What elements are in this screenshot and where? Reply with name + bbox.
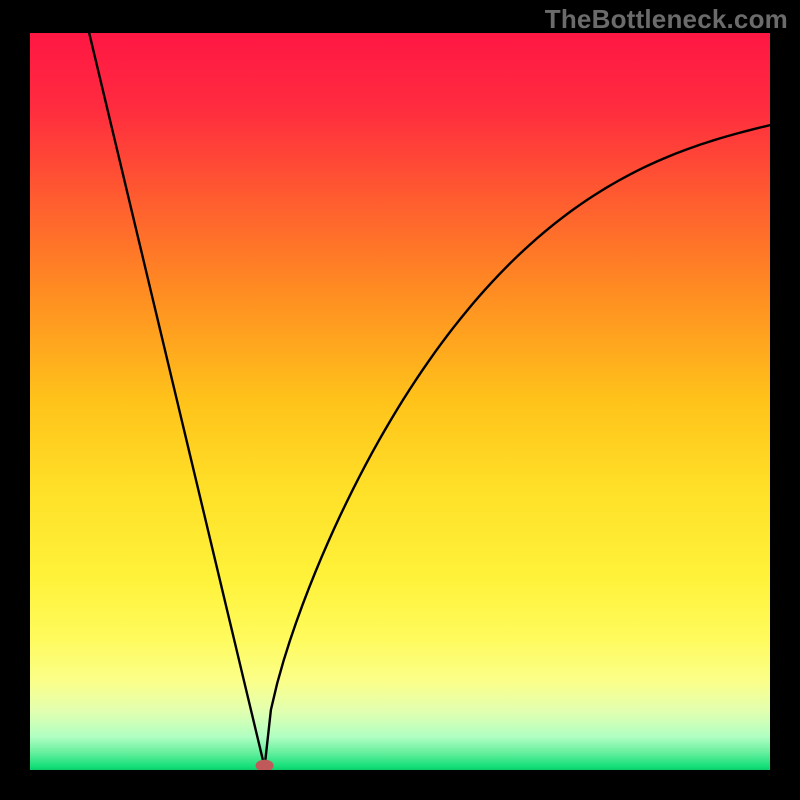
chart-svg (30, 33, 770, 770)
plot-area (30, 33, 770, 770)
chart-frame: TheBottleneck.com (0, 0, 800, 800)
chart-background (30, 33, 770, 770)
watermark-text: TheBottleneck.com (545, 4, 788, 35)
